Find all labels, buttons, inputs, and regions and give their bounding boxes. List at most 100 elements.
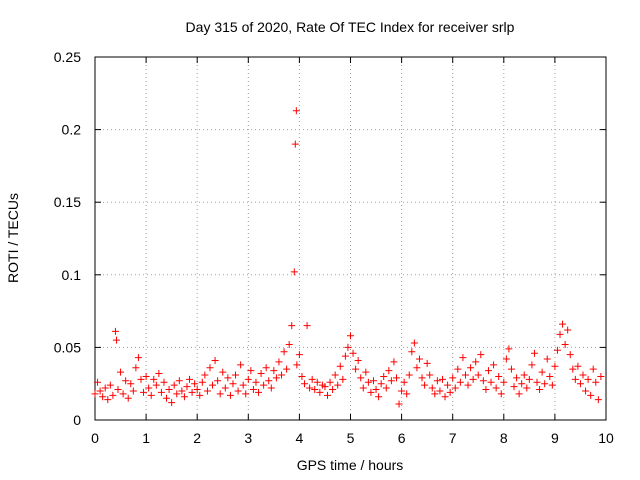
data-point-plus [209,381,217,389]
data-point-plus [173,390,181,398]
chart-title: Day 315 of 2020, Rate Of TEC Index for r… [186,19,515,35]
data-point-plus [285,340,293,348]
data-point-plus [369,377,377,385]
data-point-plus [433,377,441,385]
data-point-plus [91,390,99,398]
data-point-plus [431,390,439,398]
data-point-plus [291,140,299,148]
data-point-plus [211,356,219,364]
data-point-plus [196,391,204,399]
data-point-plus [262,364,270,372]
data-point-plus [331,371,339,379]
data-point-plus [502,355,510,363]
data-point-plus [265,377,273,385]
data-point-plus [316,388,324,396]
data-point-plus [556,330,564,338]
data-point-plus [559,320,567,328]
data-point-plus [186,375,194,383]
data-point-plus [137,375,145,383]
data-point-plus [438,375,446,383]
data-point-plus [372,386,380,394]
data-point-plus [408,348,416,356]
data-point-plus [461,371,469,379]
data-point-plus [270,367,278,375]
data-point-plus [334,381,342,389]
data-point-plus [347,332,354,340]
data-point-plus [326,378,334,386]
data-point-plus [561,340,569,348]
data-point-plus [464,381,472,389]
data-point-plus [295,351,303,359]
data-point-plus [449,374,457,382]
data-point-plus [553,346,561,354]
data-point-plus [308,375,316,383]
data-point-plus [175,377,183,385]
data-point-plus [109,391,117,399]
data-point-plus [359,384,367,392]
data-point-plus [170,381,178,389]
data-point-plus [229,380,237,388]
data-point-plus [142,372,150,380]
data-point-plus [352,365,360,373]
data-point-plus [237,361,245,369]
data-point-plus [180,393,188,401]
data-point-plus [336,362,344,370]
data-point-plus [155,370,163,378]
data-point-plus [592,378,600,386]
data-point-plus [298,372,306,380]
data-point-plus [569,365,577,373]
data-point-plus [362,368,370,376]
data-point-plus [421,381,429,389]
data-point-plus [548,381,556,389]
data-point-plus [482,386,490,394]
data-point-plus [272,374,280,382]
data-point-plus [301,380,309,388]
data-point-plus [111,327,119,335]
data-point-plus [278,371,286,379]
data-point-plus [260,381,268,389]
data-point-plus [124,394,132,402]
data-point-plus [132,364,140,372]
data-point-plus [576,380,584,388]
data-point-plus [114,386,122,394]
data-point-plus [541,380,549,388]
data-point-plus [127,380,135,388]
data-point-plus [423,359,431,367]
data-point-plus [160,378,168,386]
data-point-plus [382,384,390,392]
data-point-plus [510,383,518,391]
data-point-plus [515,390,523,398]
data-point-plus [101,384,109,392]
data-point-plus [579,371,587,379]
grid-lines [95,57,606,420]
data-point-plus [122,377,130,385]
data-point-plus [392,374,400,382]
data-point-plus [564,326,572,334]
data-point-plus [413,364,421,372]
data-point-plus [436,387,444,395]
data-point-plus [518,380,526,388]
data-point-plus [147,391,155,399]
data-point-plus [226,391,234,399]
y-tick-label: 0.2 [62,122,82,138]
data-point-plus [451,384,459,392]
data-point-plus [584,375,592,383]
y-tick-label: 0.25 [54,49,81,65]
x-tick-label: 5 [347,430,355,446]
data-points [91,107,605,408]
data-point-plus [165,386,173,394]
data-point-plus [168,399,176,407]
data-point-plus [280,348,288,356]
x-tick-label: 8 [500,430,508,446]
data-point-plus [249,386,257,394]
data-point-plus [324,391,332,399]
x-tick-label: 10 [598,430,614,446]
data-point-plus [292,107,300,115]
x-tick-label: 4 [296,430,304,446]
data-point-plus [242,390,250,398]
data-point-plus [385,367,393,375]
data-point-plus [257,370,265,378]
data-point-plus [234,387,242,395]
data-point-plus [375,393,383,401]
